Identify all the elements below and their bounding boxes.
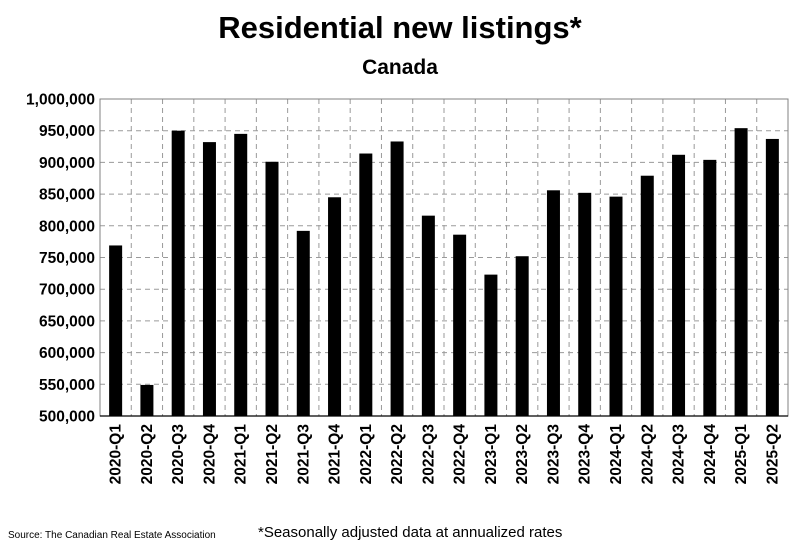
bar xyxy=(515,256,529,416)
chart-title: Residential new listings* xyxy=(218,10,582,45)
axis-layer xyxy=(99,98,789,417)
x-tick-label: 2022-Q3 xyxy=(420,424,437,485)
bar xyxy=(171,130,185,416)
x-tick-label: 2025-Q2 xyxy=(764,424,781,484)
bar xyxy=(578,192,592,416)
footnote: *Seasonally adjusted data at annualized … xyxy=(258,524,563,541)
label-layer: 500,000 550,000 600,000 650,000 700,000 750,0… xyxy=(26,92,781,485)
bar xyxy=(421,215,435,416)
source-note: Source: The Canadian Real Estate Associa… xyxy=(8,530,216,541)
y-tick-label: 500,000 xyxy=(39,409,95,426)
bar-layer xyxy=(109,128,779,417)
bar xyxy=(672,154,686,417)
bar xyxy=(328,197,342,416)
y-tick-label: 850,000 xyxy=(39,187,95,204)
bar xyxy=(390,141,404,416)
bar xyxy=(265,161,279,416)
bar xyxy=(484,274,498,416)
bar xyxy=(609,196,623,416)
bar xyxy=(765,138,779,416)
bar xyxy=(359,153,373,417)
x-tick-label: 2025-Q1 xyxy=(733,424,750,485)
x-tick-label: 2022-Q1 xyxy=(358,424,375,485)
bar xyxy=(109,245,123,416)
x-tick-label: 2024-Q2 xyxy=(639,424,656,484)
y-tick-label: 600,000 xyxy=(39,345,95,362)
x-tick-label: 2021-Q2 xyxy=(264,424,281,484)
bar xyxy=(296,230,310,416)
bar xyxy=(202,142,216,416)
x-tick-label: 2021-Q1 xyxy=(233,424,250,485)
x-tick-label: 2023-Q2 xyxy=(514,424,531,484)
x-tick-label: 2024-Q4 xyxy=(702,424,719,485)
x-tick-label: 2023-Q1 xyxy=(483,424,500,485)
y-tick-label: 700,000 xyxy=(39,282,95,299)
y-tick-label: 1,000,000 xyxy=(26,92,95,109)
x-tick-label: 2020-Q4 xyxy=(201,424,218,485)
y-tick-label: 650,000 xyxy=(39,313,95,330)
y-tick-label: 750,000 xyxy=(39,250,95,267)
bar xyxy=(546,190,560,416)
bar xyxy=(640,175,654,416)
bar xyxy=(703,159,717,416)
bar xyxy=(140,384,154,416)
x-tick-label: 2023-Q3 xyxy=(545,424,562,485)
grid-layer xyxy=(100,99,788,416)
y-tick-label: 900,000 xyxy=(39,155,95,172)
x-tick-label: 2021-Q3 xyxy=(295,424,312,485)
bar xyxy=(453,234,467,416)
x-tick-label: 2020-Q2 xyxy=(139,424,156,484)
x-tick-label: 2022-Q4 xyxy=(452,424,469,485)
y-tick-label: 800,000 xyxy=(39,218,95,235)
x-tick-label: 2024-Q3 xyxy=(671,424,688,485)
x-tick-label: 2023-Q4 xyxy=(577,424,594,485)
bar xyxy=(234,133,248,416)
y-tick-label: 550,000 xyxy=(39,377,95,394)
x-tick-label: 2020-Q1 xyxy=(108,424,125,485)
bar xyxy=(734,128,748,416)
y-tick-label: 950,000 xyxy=(39,123,95,140)
x-tick-label: 2021-Q4 xyxy=(327,424,344,485)
chart-subtitle: Canada xyxy=(362,56,438,79)
x-tick-label: 2024-Q1 xyxy=(608,424,625,485)
x-tick-label: 2022-Q2 xyxy=(389,424,406,484)
x-tick-label: 2020-Q3 xyxy=(170,424,187,485)
